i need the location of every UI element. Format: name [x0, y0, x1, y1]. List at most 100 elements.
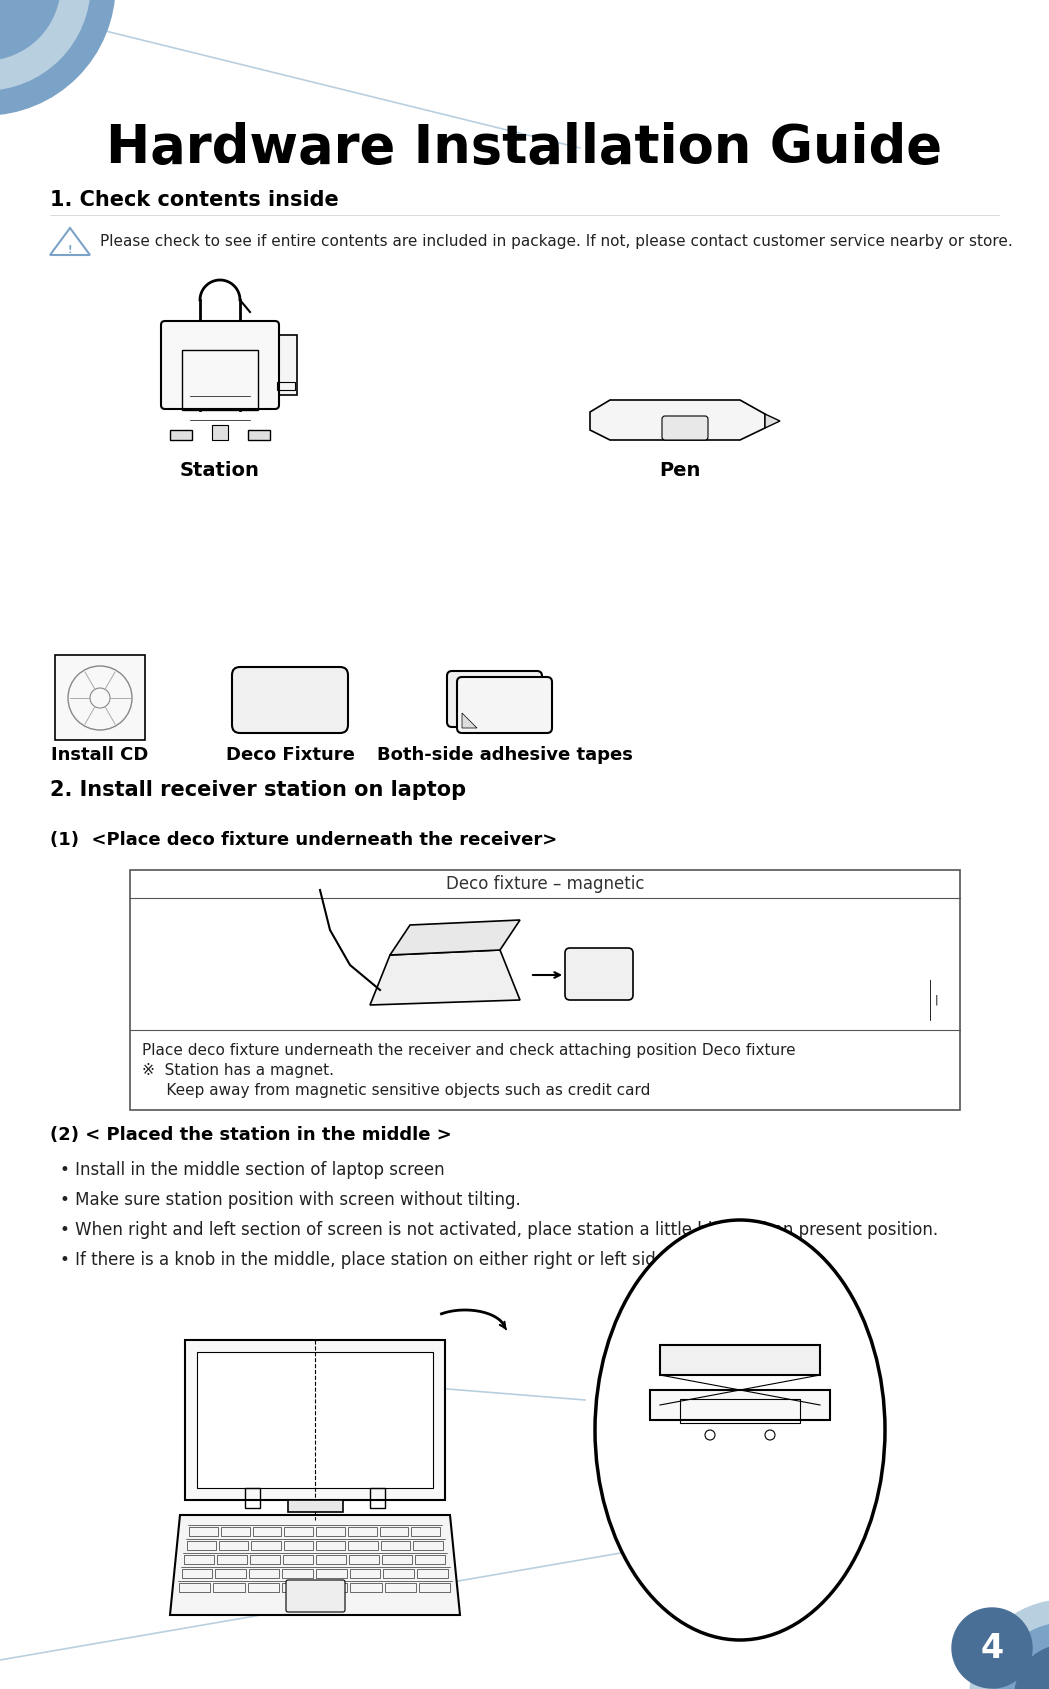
Bar — [383, 1569, 414, 1578]
Polygon shape — [370, 949, 520, 1005]
Bar — [415, 1556, 445, 1564]
Bar — [419, 1583, 450, 1593]
FancyBboxPatch shape — [286, 1579, 345, 1611]
Bar — [170, 431, 192, 441]
Bar — [282, 1583, 313, 1593]
Circle shape — [952, 1608, 1032, 1687]
Text: |: | — [935, 995, 939, 1005]
Text: Place deco fixture underneath the receiver and check attaching position Deco fix: Place deco fixture underneath the receiv… — [142, 1042, 795, 1057]
Text: Install CD: Install CD — [51, 747, 149, 763]
Bar — [249, 1569, 279, 1578]
Bar — [55, 655, 145, 740]
Bar — [650, 1390, 830, 1420]
Polygon shape — [462, 713, 477, 728]
Bar — [213, 1583, 244, 1593]
Bar — [381, 1540, 410, 1551]
Bar — [380, 1527, 408, 1535]
Bar — [316, 1583, 347, 1593]
Bar — [283, 1540, 313, 1551]
FancyBboxPatch shape — [447, 671, 542, 726]
Bar — [680, 1398, 800, 1424]
Text: Please check to see if entire contents are included in package. If not, please c: Please check to see if entire contents a… — [100, 233, 1012, 248]
Text: 4: 4 — [981, 1632, 1004, 1664]
Bar — [288, 1500, 343, 1512]
Circle shape — [0, 0, 90, 90]
Bar — [348, 1527, 377, 1535]
Circle shape — [1015, 1645, 1049, 1689]
Polygon shape — [765, 414, 780, 427]
Text: • If there is a knob in the middle, place station on either right or left side.: • If there is a knob in the middle, plac… — [60, 1252, 671, 1268]
Bar — [316, 1540, 345, 1551]
FancyBboxPatch shape — [232, 667, 348, 733]
Bar — [349, 1569, 380, 1578]
Bar — [212, 426, 228, 441]
FancyBboxPatch shape — [565, 948, 633, 1000]
Text: Deco fixture – magnetic: Deco fixture – magnetic — [446, 875, 644, 893]
Bar — [184, 1556, 214, 1564]
Bar — [348, 1540, 378, 1551]
Bar — [219, 1540, 249, 1551]
Bar — [349, 1556, 379, 1564]
Text: !: ! — [68, 245, 72, 255]
Bar — [187, 1540, 216, 1551]
Bar — [316, 1569, 346, 1578]
Text: center: center — [320, 1412, 369, 1427]
Text: 2. Install receiver station on laptop: 2. Install receiver station on laptop — [50, 780, 466, 801]
Bar — [179, 1583, 210, 1593]
Circle shape — [0, 0, 115, 115]
Text: Deco Fixture: Deco Fixture — [226, 747, 355, 763]
Text: • When right and left section of screen is not activated, place station a little: • When right and left section of screen … — [60, 1221, 938, 1240]
Bar — [181, 1569, 212, 1578]
Text: Keep away from magnetic sensitive objects such as credit card: Keep away from magnetic sensitive object… — [142, 1083, 650, 1098]
Bar — [284, 1527, 313, 1535]
Bar — [185, 1339, 445, 1500]
Circle shape — [0, 0, 60, 61]
FancyBboxPatch shape — [457, 677, 552, 733]
Bar — [411, 1527, 440, 1535]
Bar — [181, 350, 258, 410]
Bar — [385, 1583, 415, 1593]
Bar — [248, 1583, 279, 1593]
Polygon shape — [390, 921, 520, 954]
FancyBboxPatch shape — [160, 321, 279, 409]
Text: Both-side adhesive tapes: Both-side adhesive tapes — [377, 747, 633, 763]
Ellipse shape — [595, 1219, 885, 1640]
Bar — [316, 1527, 345, 1535]
Text: Hardware Installation Guide: Hardware Installation Guide — [106, 122, 942, 174]
Bar — [350, 1583, 382, 1593]
Bar — [275, 334, 297, 395]
Bar — [217, 1556, 247, 1564]
Bar — [252, 1540, 281, 1551]
Bar — [215, 1569, 245, 1578]
Bar — [250, 1556, 280, 1564]
Bar — [248, 431, 270, 441]
Text: Station: Station — [180, 461, 260, 480]
Bar — [316, 1556, 346, 1564]
Text: • Make sure station position with screen without tilting.: • Make sure station position with screen… — [60, 1191, 520, 1209]
Text: • Install in the middle section of laptop screen: • Install in the middle section of lapto… — [60, 1160, 445, 1179]
Bar — [413, 1540, 443, 1551]
Bar — [282, 1569, 313, 1578]
FancyBboxPatch shape — [662, 415, 708, 441]
Bar — [130, 870, 960, 1110]
Text: (1)  <Place deco fixture underneath the receiver>: (1) <Place deco fixture underneath the r… — [50, 831, 557, 850]
Bar — [189, 1527, 218, 1535]
Bar — [277, 382, 295, 390]
Text: ※  Station has a magnet.: ※ Station has a magnet. — [142, 1062, 334, 1078]
Bar — [253, 1527, 281, 1535]
Bar — [245, 1488, 260, 1508]
Circle shape — [970, 1599, 1049, 1689]
Polygon shape — [170, 1515, 461, 1615]
Bar — [660, 1344, 820, 1375]
Bar — [416, 1569, 448, 1578]
Text: Pen: Pen — [660, 461, 701, 480]
Polygon shape — [590, 400, 765, 441]
Text: 1. Check contents inside: 1. Check contents inside — [50, 189, 339, 209]
Bar — [382, 1556, 412, 1564]
Bar — [220, 1527, 250, 1535]
Circle shape — [993, 1623, 1049, 1689]
Bar — [283, 1556, 313, 1564]
Bar — [197, 1351, 433, 1488]
Text: (2) < Placed the station in the middle >: (2) < Placed the station in the middle > — [50, 1127, 452, 1143]
Bar — [370, 1488, 385, 1508]
